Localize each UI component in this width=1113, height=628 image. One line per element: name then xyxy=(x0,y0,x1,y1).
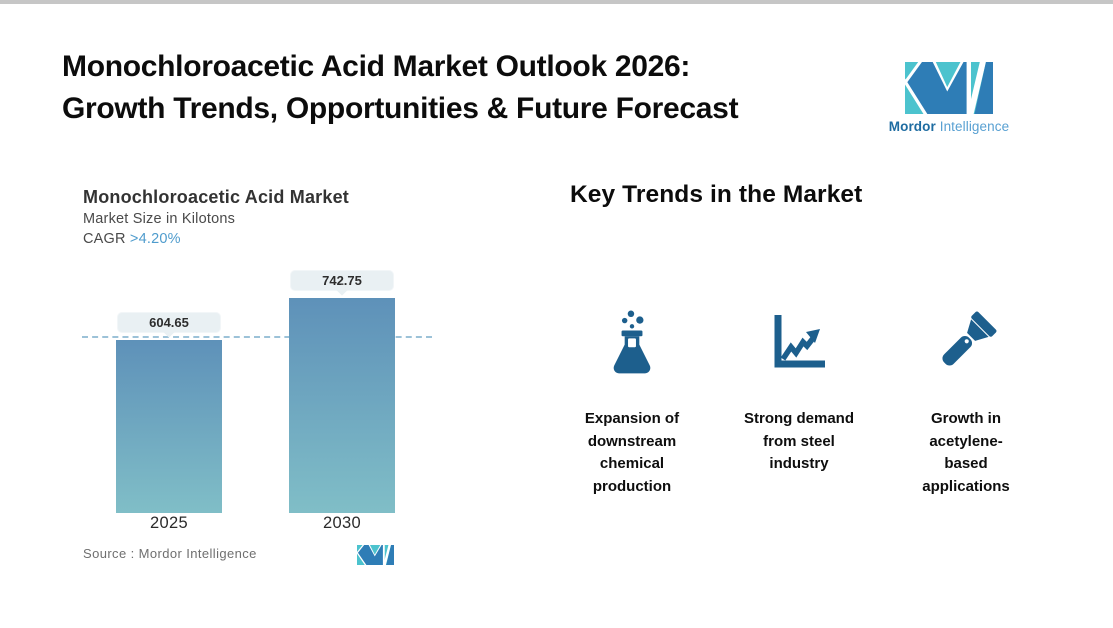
chart-subtitle: Market Size in Kilotons xyxy=(83,211,236,227)
trend-label: Strong demand from steel industry xyxy=(743,410,854,472)
bar-2025: 604.65 xyxy=(116,312,222,513)
page-title: Monochloroacetic Acid Market Outlook 202… xyxy=(62,46,739,130)
page-title-line1: Monochloroacetic Acid Market Outlook 202… xyxy=(62,50,691,83)
chart-cagr: CAGR >4.20% xyxy=(83,231,181,247)
cagr-label: CAGR xyxy=(83,231,130,247)
trend-item-acetylene-growth: Growth in acetylene- based applications xyxy=(886,302,1046,498)
mordor-intelligence-logo-icon xyxy=(905,62,993,114)
trend-item-steel-demand: Strong demand from steel industry xyxy=(719,302,879,476)
cagr-value: >4.20% xyxy=(129,231,181,247)
x-axis-label-2025: 2025 xyxy=(150,514,188,532)
trend-item-downstream-chemical: Expansion of downstream chemical product… xyxy=(552,302,712,498)
value-label-2030: 742.75 xyxy=(290,270,394,291)
source-attribution: Source : Mordor Intelligence xyxy=(83,546,257,561)
trend-label: Expansion of downstream chemical product… xyxy=(584,410,680,495)
chart-title: Monochloroacetic Acid Market xyxy=(83,187,349,207)
trend-label: Growth in acetylene- based applications xyxy=(922,410,1010,495)
trends-title: Key Trends in the Market xyxy=(570,181,863,208)
growth-chart-icon xyxy=(719,302,879,382)
brand-wordmark: Mordor Intelligence xyxy=(884,119,1014,134)
top-border-strip xyxy=(0,0,1113,4)
flashlight-icon xyxy=(886,302,1046,382)
dashed-reference-line xyxy=(82,336,432,338)
mordor-mini-logo-icon xyxy=(357,545,394,565)
x-axis-label-2030: 2030 xyxy=(323,514,361,532)
brand-wordmark-secondary: Intelligence xyxy=(939,119,1010,134)
flask-icon xyxy=(552,302,712,382)
brand-wordmark-primary: Mordor xyxy=(888,119,936,134)
page-title-line2: Growth Trends, Opportunities & Future Fo… xyxy=(62,92,739,125)
bar-2030: 742.75 xyxy=(289,270,395,513)
value-label-2025: 604.65 xyxy=(117,312,221,333)
